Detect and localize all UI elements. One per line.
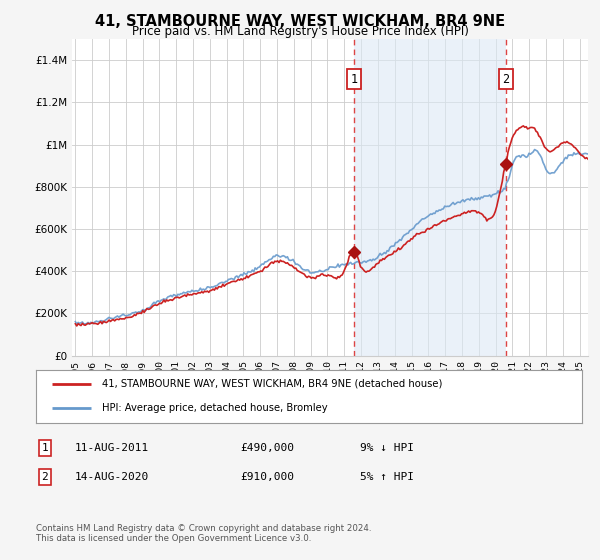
Text: 2: 2 bbox=[502, 73, 509, 86]
Text: 1: 1 bbox=[41, 443, 49, 453]
Text: 1: 1 bbox=[351, 73, 358, 86]
Text: 2: 2 bbox=[41, 472, 49, 482]
Text: £490,000: £490,000 bbox=[240, 443, 294, 453]
Text: 41, STAMBOURNE WAY, WEST WICKHAM, BR4 9NE (detached house): 41, STAMBOURNE WAY, WEST WICKHAM, BR4 9N… bbox=[101, 379, 442, 389]
Text: 5% ↑ HPI: 5% ↑ HPI bbox=[360, 472, 414, 482]
Text: 9% ↓ HPI: 9% ↓ HPI bbox=[360, 443, 414, 453]
Text: HPI: Average price, detached house, Bromley: HPI: Average price, detached house, Brom… bbox=[101, 403, 327, 413]
Text: 11-AUG-2011: 11-AUG-2011 bbox=[75, 443, 149, 453]
Text: 41, STAMBOURNE WAY, WEST WICKHAM, BR4 9NE: 41, STAMBOURNE WAY, WEST WICKHAM, BR4 9N… bbox=[95, 14, 505, 29]
Text: Contains HM Land Registry data © Crown copyright and database right 2024.
This d: Contains HM Land Registry data © Crown c… bbox=[36, 524, 371, 543]
Text: £910,000: £910,000 bbox=[240, 472, 294, 482]
Bar bbox=[355, 39, 506, 356]
Text: 14-AUG-2020: 14-AUG-2020 bbox=[75, 472, 149, 482]
Text: Price paid vs. HM Land Registry's House Price Index (HPI): Price paid vs. HM Land Registry's House … bbox=[131, 25, 469, 38]
